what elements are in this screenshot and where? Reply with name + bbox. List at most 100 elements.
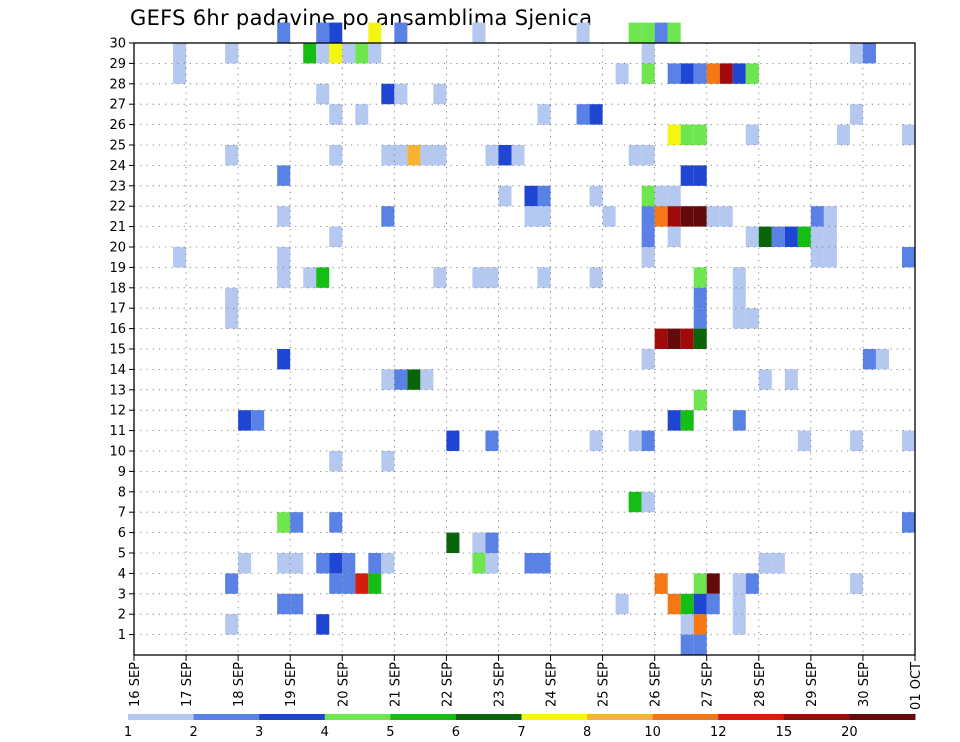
heatmap-cell [381, 553, 395, 574]
colorbar-label: 15 [776, 725, 793, 740]
heatmap-cell [901, 247, 915, 268]
heatmap-cell [329, 226, 343, 247]
x-tick-label: 18 SEP [232, 662, 247, 707]
heatmap-cell [537, 185, 551, 207]
heatmap-cell [862, 43, 876, 64]
x-tick-label: 23 SEP [492, 662, 507, 707]
heatmap-cell [719, 206, 733, 227]
heatmap-cell [810, 247, 824, 268]
heatmap-cell [706, 573, 720, 594]
heatmap-cell [394, 369, 408, 390]
heatmap-cell [173, 63, 187, 84]
heatmap-cell [758, 369, 772, 390]
y-tick-label: 3 [118, 587, 126, 602]
y-tick-label: 12 [109, 404, 126, 419]
heatmap-cell [836, 124, 850, 145]
y-axis: 1234567891011121314151617181920212223242… [109, 37, 134, 643]
heatmap-cell [472, 553, 486, 574]
heatmap-cell [641, 491, 655, 513]
heatmap-cell [433, 145, 447, 166]
y-tick-label: 13 [109, 383, 126, 398]
heatmap-cell [849, 43, 863, 64]
chart-title: GEFS 6hr padavine po ansamblima Sjenica [130, 6, 593, 30]
heatmap-cell [849, 430, 863, 451]
heatmap-cell [472, 22, 486, 43]
x-tick-label: 29 SEP [805, 662, 820, 707]
heatmap-cell [641, 349, 655, 370]
colorbar-label: 7 [517, 725, 525, 740]
heatmap-cell [394, 22, 408, 43]
heatmap-cell [576, 104, 590, 125]
colorbar-label: 8 [583, 725, 591, 740]
heatmap-cell [810, 226, 824, 247]
heatmap-cell [368, 573, 382, 594]
heatmap-cell [758, 553, 772, 574]
heatmap-cell [316, 614, 330, 635]
heatmap-cell [667, 593, 681, 615]
heatmap-cell [589, 430, 603, 451]
heatmap-cell [537, 104, 551, 125]
heatmap-cell [602, 206, 616, 227]
cells-layer [173, 22, 915, 655]
y-tick-label: 18 [109, 281, 126, 296]
colorbar-label: 20 [841, 725, 858, 740]
y-tick-label: 27 [109, 98, 126, 113]
heatmap-cell [784, 226, 798, 247]
heatmap-cell [589, 185, 603, 207]
heatmap-cell [901, 124, 915, 145]
colorbar-label: 3 [255, 725, 263, 740]
heatmap-cell [394, 145, 408, 166]
heatmap-cell [901, 512, 915, 533]
heatmap-cell [732, 63, 746, 84]
y-tick-label: 5 [118, 547, 126, 562]
y-tick-label: 10 [109, 445, 126, 460]
heatmap-cell [433, 267, 447, 288]
heatmap-cell [745, 63, 759, 84]
heatmap-cell [290, 593, 304, 615]
heatmap-cell [329, 145, 343, 166]
heatmap-cell [745, 124, 759, 145]
heatmap-cell [381, 369, 395, 390]
colorbar-label: 6 [452, 725, 460, 740]
heatmap-cell [628, 491, 642, 513]
heatmap-cell [771, 553, 785, 574]
y-tick-label: 24 [109, 159, 126, 174]
heatmap-cell [238, 410, 252, 431]
heatmap-cell [329, 104, 343, 125]
x-tick-label: 24 SEP [545, 662, 560, 707]
x-tick-label: 26 SEP [649, 662, 664, 707]
x-tick-label: 19 SEP [284, 662, 299, 707]
heatmap-cell [667, 410, 681, 431]
heatmap-cell [693, 267, 707, 288]
heatmap-cell [342, 553, 356, 574]
heatmap-cell [381, 451, 395, 472]
y-tick-label: 20 [109, 241, 126, 256]
x-tick-label: 30 SEP [857, 662, 872, 707]
heatmap-cell [641, 206, 655, 227]
heatmap-cell [758, 226, 772, 247]
heatmap-cell [732, 573, 746, 594]
heatmap-cell [654, 573, 668, 594]
heatmap-cell [277, 349, 291, 370]
heatmap-cell [654, 206, 668, 227]
colorbar-label: 12 [710, 725, 727, 740]
colorbar-swatch [324, 714, 391, 720]
heatmap-cell [693, 63, 707, 84]
heatmap-cell [225, 614, 239, 635]
heatmap-cell [303, 267, 317, 288]
heatmap-cell [641, 22, 655, 43]
heatmap-cell [472, 267, 486, 288]
colorbar-label: 4 [321, 725, 329, 740]
heatmap-cell [420, 145, 434, 166]
heatmap-cell [680, 206, 694, 227]
heatmap-cell [693, 389, 707, 411]
heatmap-cell [316, 83, 330, 105]
heatmap-cell [381, 145, 395, 166]
y-tick-label: 26 [109, 118, 126, 133]
heatmap-cell [277, 22, 291, 43]
heatmap-cell [667, 124, 681, 145]
heatmap-cell [680, 634, 694, 655]
y-tick-label: 17 [109, 302, 126, 317]
heatmap-cell [407, 369, 421, 390]
heatmap-cell [576, 22, 590, 43]
